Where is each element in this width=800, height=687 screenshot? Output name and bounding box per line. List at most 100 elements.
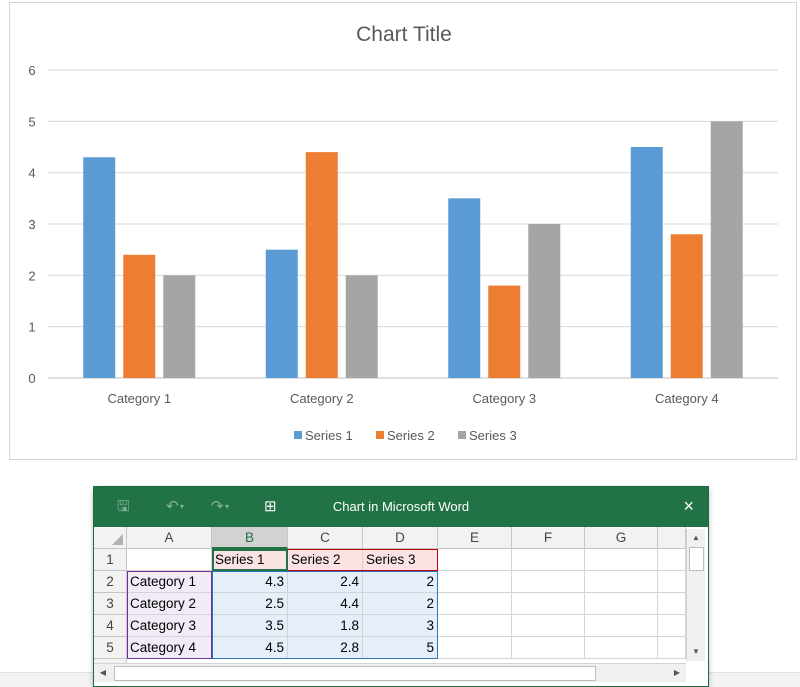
grid-cell-d1[interactable]: Series 3	[363, 549, 438, 571]
legend-swatch	[458, 431, 466, 439]
row-header-2[interactable]: 2	[94, 571, 127, 593]
legend-label: Series 3	[469, 428, 517, 443]
horizontal-scroll-thumb[interactable]	[114, 666, 596, 681]
grid-cell-f2[interactable]	[512, 571, 585, 593]
grid-cell-f4[interactable]	[512, 615, 585, 637]
grid-cell-g1[interactable]	[658, 549, 686, 571]
grid-cell-a5[interactable]: Category 4	[127, 637, 212, 659]
column-header-extra[interactable]	[658, 527, 686, 549]
bar-series-2-category-4	[670, 234, 703, 378]
grid-cell-f1[interactable]	[512, 549, 585, 571]
chart-area[interactable]: Chart Title 0 1 2 3 4 5 6 Category 1 Category 2 Ca…	[9, 2, 797, 460]
chart-canvas: Chart Title 0 1 2 3 4 5 6 Category 1 Category 2 Ca…	[28, 23, 778, 443]
grid-cell-e2[interactable]	[438, 571, 512, 593]
grid-cell-g4[interactable]	[585, 615, 658, 637]
close-icon[interactable]: ×	[683, 496, 694, 516]
bar-series-3-category-2	[345, 275, 378, 378]
column-header-g[interactable]: G	[585, 527, 658, 549]
column-header-c[interactable]: C	[288, 527, 363, 549]
select-all-corner[interactable]	[94, 527, 127, 549]
grid-cell-d5[interactable]: 5	[363, 637, 438, 659]
scroll-right-icon[interactable]: ▶	[673, 668, 681, 677]
x-tick-label: Category 3	[472, 391, 536, 406]
grid-cell-d2[interactable]: 2	[363, 571, 438, 593]
grid-cell-c4[interactable]: 1.8	[288, 615, 363, 637]
bar-series-2-category-2	[305, 152, 338, 378]
row-header-1[interactable]: 1	[94, 549, 127, 571]
scroll-up-icon[interactable]: ▲	[692, 533, 700, 542]
grid-cell-g5[interactable]	[585, 637, 658, 659]
legend-swatch	[376, 431, 384, 439]
grid-cell-a3[interactable]: Category 2	[127, 593, 212, 615]
grid-cell-a1[interactable]	[127, 549, 212, 571]
grid-cell-c5[interactable]: 2.8	[288, 637, 363, 659]
undo-icon[interactable]: ↶	[166, 498, 179, 515]
grid-cell-a4[interactable]: Category 3	[127, 615, 212, 637]
bar-series-1-category-1	[83, 157, 116, 378]
column-header-b[interactable]: B	[212, 527, 288, 549]
grid-cell-b1[interactable]: Series 1	[212, 549, 288, 571]
redo-icon[interactable]: ↷	[211, 498, 224, 515]
x-tick-label: Category 4	[655, 391, 719, 406]
grid-cell-b2[interactable]: 4.3	[212, 571, 288, 593]
grid-cell-g2[interactable]	[658, 571, 686, 593]
vertical-scrollbar[interactable]: ▲ ▼	[686, 529, 705, 661]
bar-series-1-category-3	[448, 198, 481, 378]
column-header-d[interactable]: D	[363, 527, 438, 549]
grid-cell-c2[interactable]: 2.4	[288, 571, 363, 593]
select-all-triangle-icon	[112, 534, 123, 545]
grid-cell-e5[interactable]	[438, 637, 512, 659]
grid-cell-g3[interactable]	[585, 593, 658, 615]
bar-series-3-category-1	[163, 275, 196, 378]
grid-cell-e3[interactable]	[438, 593, 512, 615]
grid-cell-g1[interactable]	[585, 549, 658, 571]
y-tick-label: 4	[28, 166, 35, 181]
column-header-f[interactable]: F	[512, 527, 585, 549]
bar-series-3-category-3	[528, 224, 561, 378]
legend-swatch	[294, 431, 302, 439]
grid-cell-b3[interactable]: 2.5	[212, 593, 288, 615]
column-header-a[interactable]: A	[127, 527, 212, 549]
grid-cell-e1[interactable]	[438, 549, 512, 571]
row-header-5[interactable]: 5	[94, 637, 127, 659]
grid-cell-c1[interactable]: Series 2	[288, 549, 363, 571]
redo-dropdown-icon[interactable]: ▾	[225, 502, 230, 511]
row-header-4[interactable]: 4	[94, 615, 127, 637]
grid-cell-d4[interactable]: 3	[363, 615, 438, 637]
row-header-3[interactable]: 3	[94, 593, 127, 615]
legend-label: Series 1	[305, 428, 353, 443]
scroll-left-icon[interactable]: ◀	[99, 668, 107, 677]
x-tick-label: Category 2	[290, 391, 354, 406]
excel-window-title: Chart in Microsoft Word	[332, 499, 470, 514]
grid-cell-f3[interactable]	[512, 593, 585, 615]
grid-cell-g4[interactable]	[658, 615, 686, 637]
chart-title: Chart Title	[356, 23, 452, 46]
save-icon[interactable]: 🖫	[117, 498, 130, 515]
column-header-e[interactable]: E	[438, 527, 512, 549]
grid-cell-d3[interactable]: 2	[363, 593, 438, 615]
y-tick-label: 2	[28, 268, 35, 283]
excel-titlebar: 🖫 ↶ ▾ ↷ ▾ ⊞ Chart in Microsoft Word ×	[94, 487, 708, 527]
y-tick-label: 5	[28, 114, 35, 129]
y-tick-label: 3	[28, 217, 35, 232]
grid-cell-c3[interactable]: 4.4	[288, 593, 363, 615]
grid-cell-a2[interactable]: Category 1	[127, 571, 212, 593]
bar-series-2-category-1	[123, 254, 156, 378]
vertical-scroll-thumb[interactable]	[689, 547, 704, 571]
grid-cell-b5[interactable]: 4.5	[212, 637, 288, 659]
scroll-down-icon[interactable]: ▼	[692, 647, 700, 656]
grid-cell-g3[interactable]	[658, 593, 686, 615]
bar-series-2-category-3	[488, 285, 521, 378]
grid-cell-e4[interactable]	[438, 615, 512, 637]
undo-dropdown-icon[interactable]: ▾	[180, 502, 185, 511]
edit-data-icon[interactable]: ⊞	[264, 498, 277, 515]
horizontal-scrollbar[interactable]: ◀ ▶	[94, 663, 686, 682]
legend-label: Series 2	[387, 428, 435, 443]
grid-cell-f5[interactable]	[512, 637, 585, 659]
grid-cell-b4[interactable]: 3.5	[212, 615, 288, 637]
grid-cell-g5[interactable]	[658, 637, 686, 659]
grid-cell-g2[interactable]	[585, 571, 658, 593]
y-tick-label: 1	[28, 320, 35, 335]
y-tick-label: 6	[28, 63, 35, 78]
